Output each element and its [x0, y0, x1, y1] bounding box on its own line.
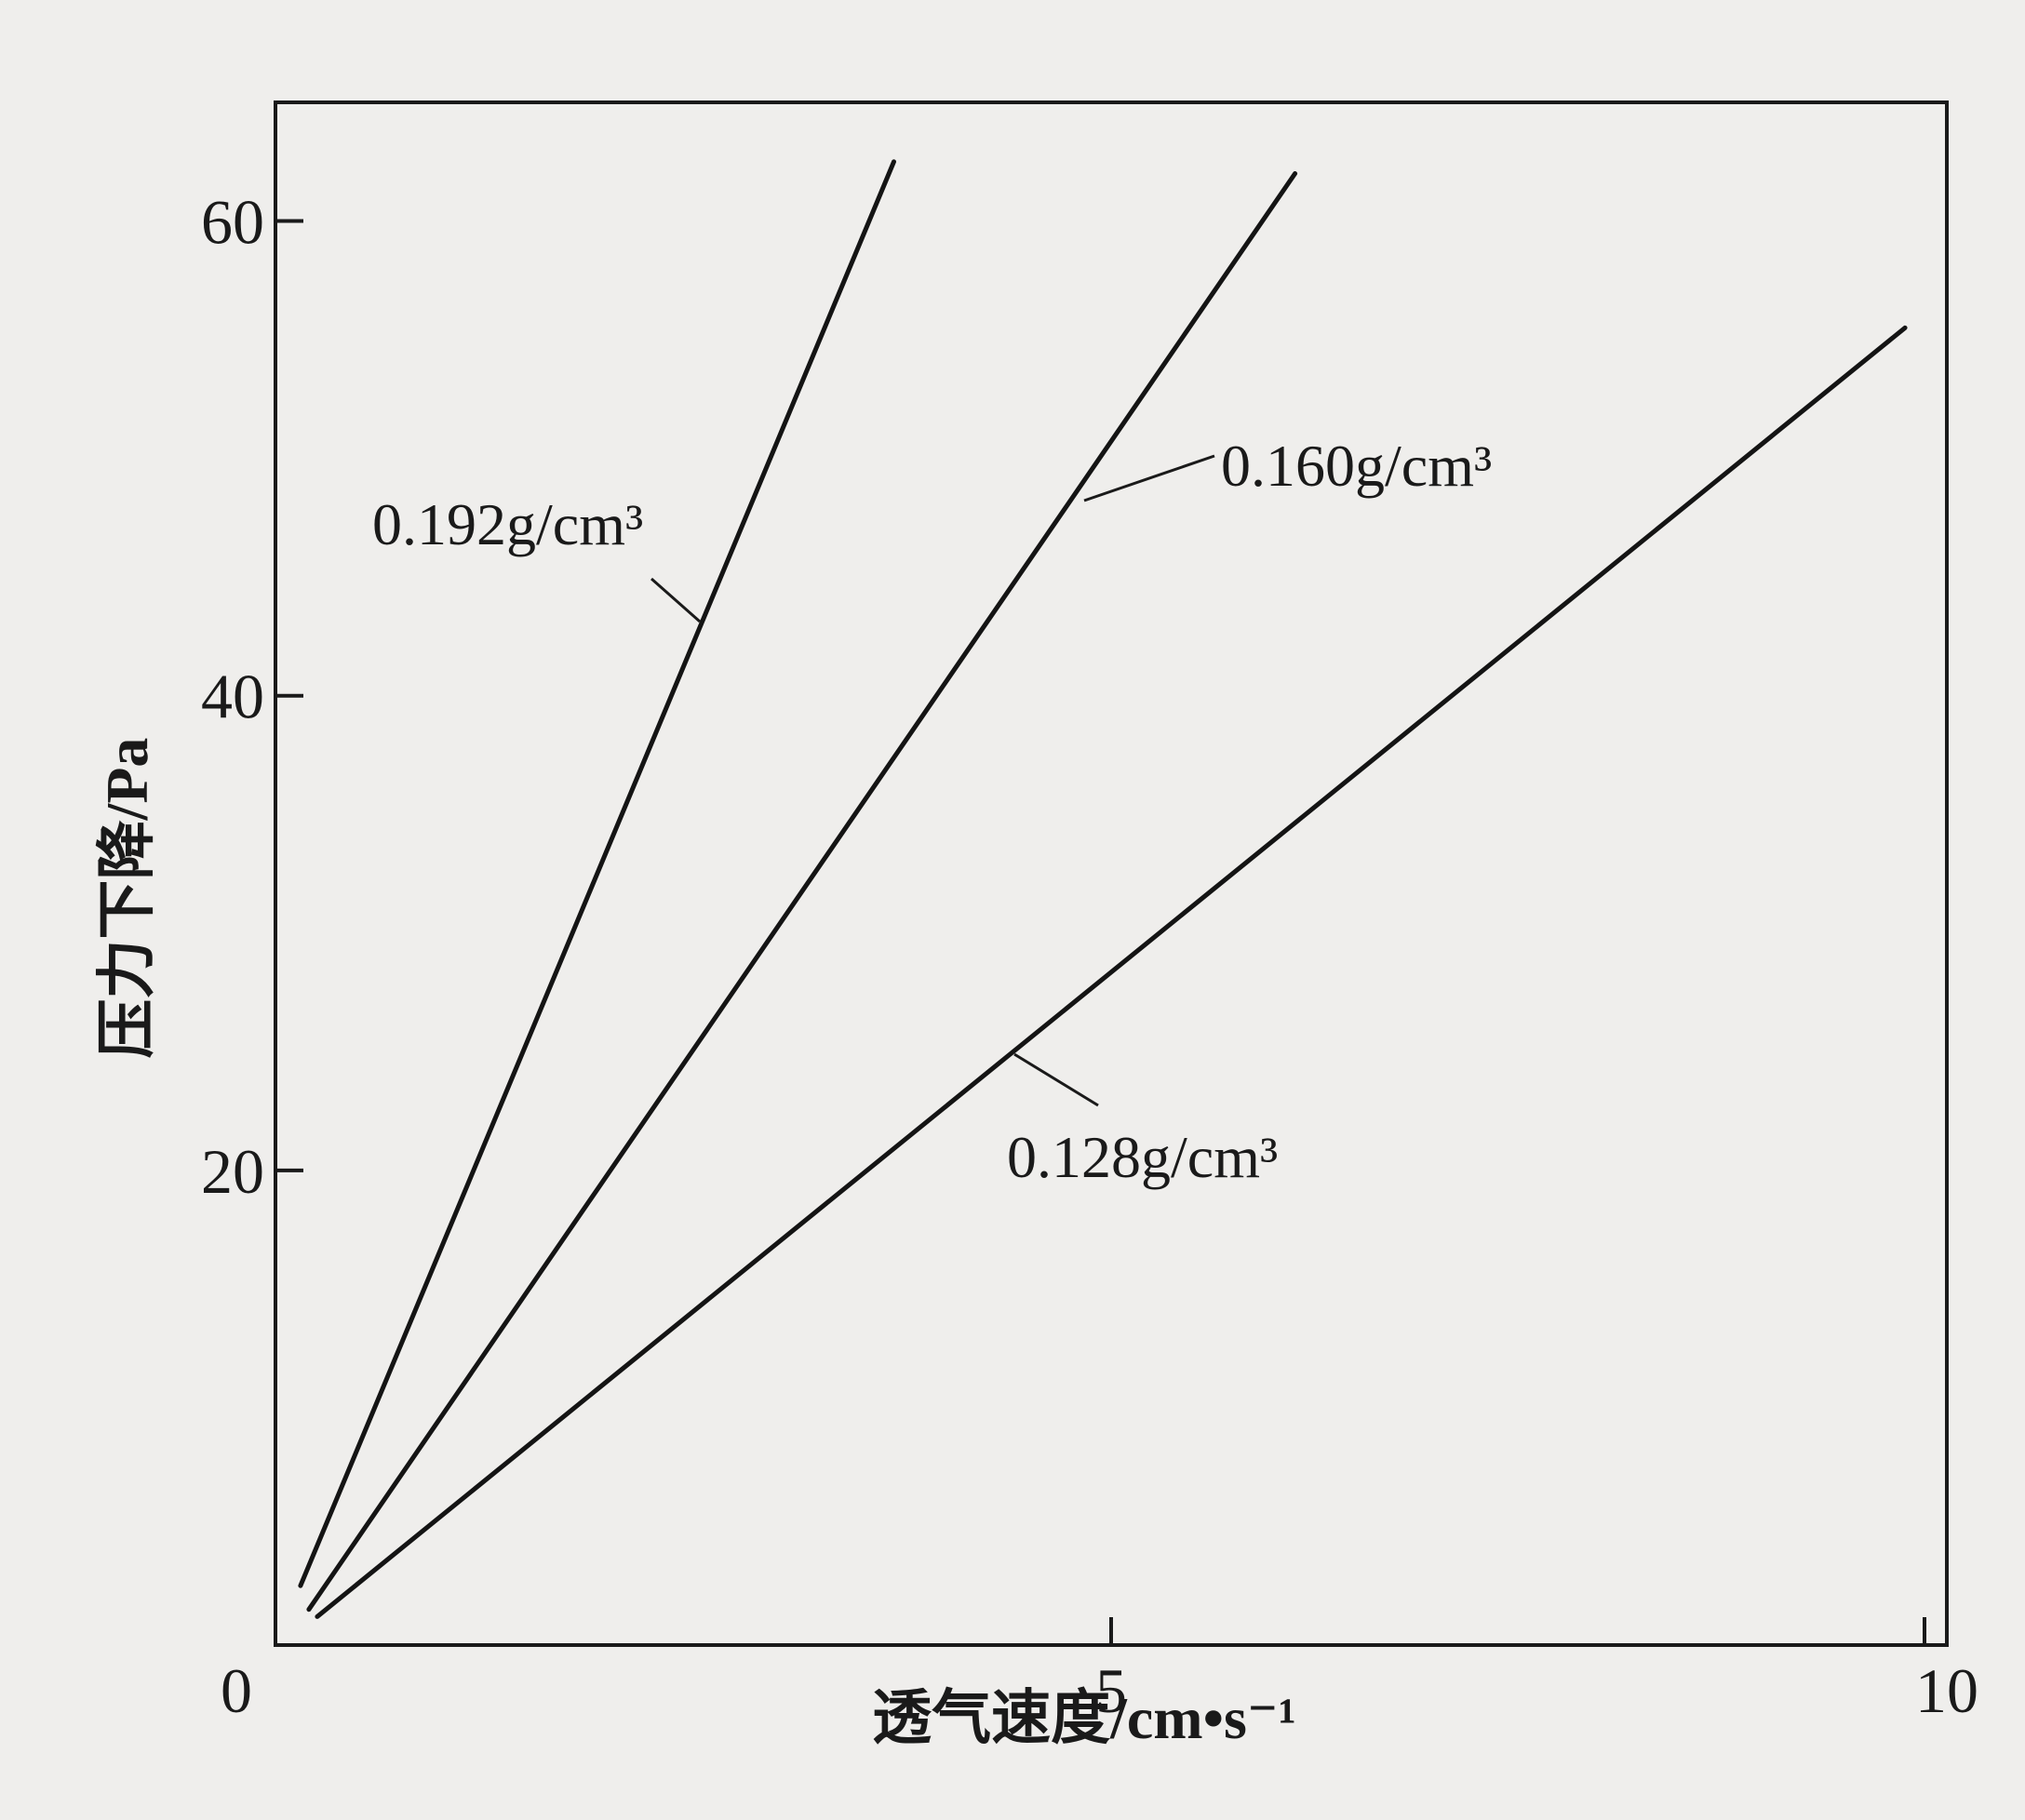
series-line: [298, 159, 896, 1588]
x-axis-ticks: 0 5 10: [221, 1617, 1978, 1726]
y-tick-label: 60: [201, 187, 264, 258]
series-leader-line: [1013, 1052, 1099, 1107]
plot-frame: [274, 100, 1949, 1647]
x-tick-label: 5: [1095, 1655, 1127, 1726]
y-tick-label: 20: [201, 1136, 264, 1207]
x-tick-label: 0: [221, 1655, 252, 1726]
series-leader-line: [650, 577, 701, 623]
series-line: [306, 171, 1298, 1613]
series-line: [315, 325, 1908, 1619]
series-label: 0.192g/cm³: [372, 491, 643, 557]
y-axis-title: 压力下降/Pa: [94, 738, 160, 1059]
y-axis-ticks: 20 40 60: [201, 187, 303, 1207]
series-labels: 0.192g/cm³ 0.160g/cm³ 0.128g/cm³: [372, 433, 1492, 1190]
series-label: 0.128g/cm³: [1007, 1124, 1278, 1190]
x-axis-title: 透气速度/cm•s⁻¹: [872, 1685, 1296, 1751]
y-tick-label: 40: [201, 662, 264, 732]
series-leader-line: [1083, 454, 1215, 502]
series-label: 0.160g/cm³: [1221, 433, 1492, 499]
series-lines: [298, 159, 1908, 1619]
x-tick-label: 10: [1915, 1655, 1978, 1726]
